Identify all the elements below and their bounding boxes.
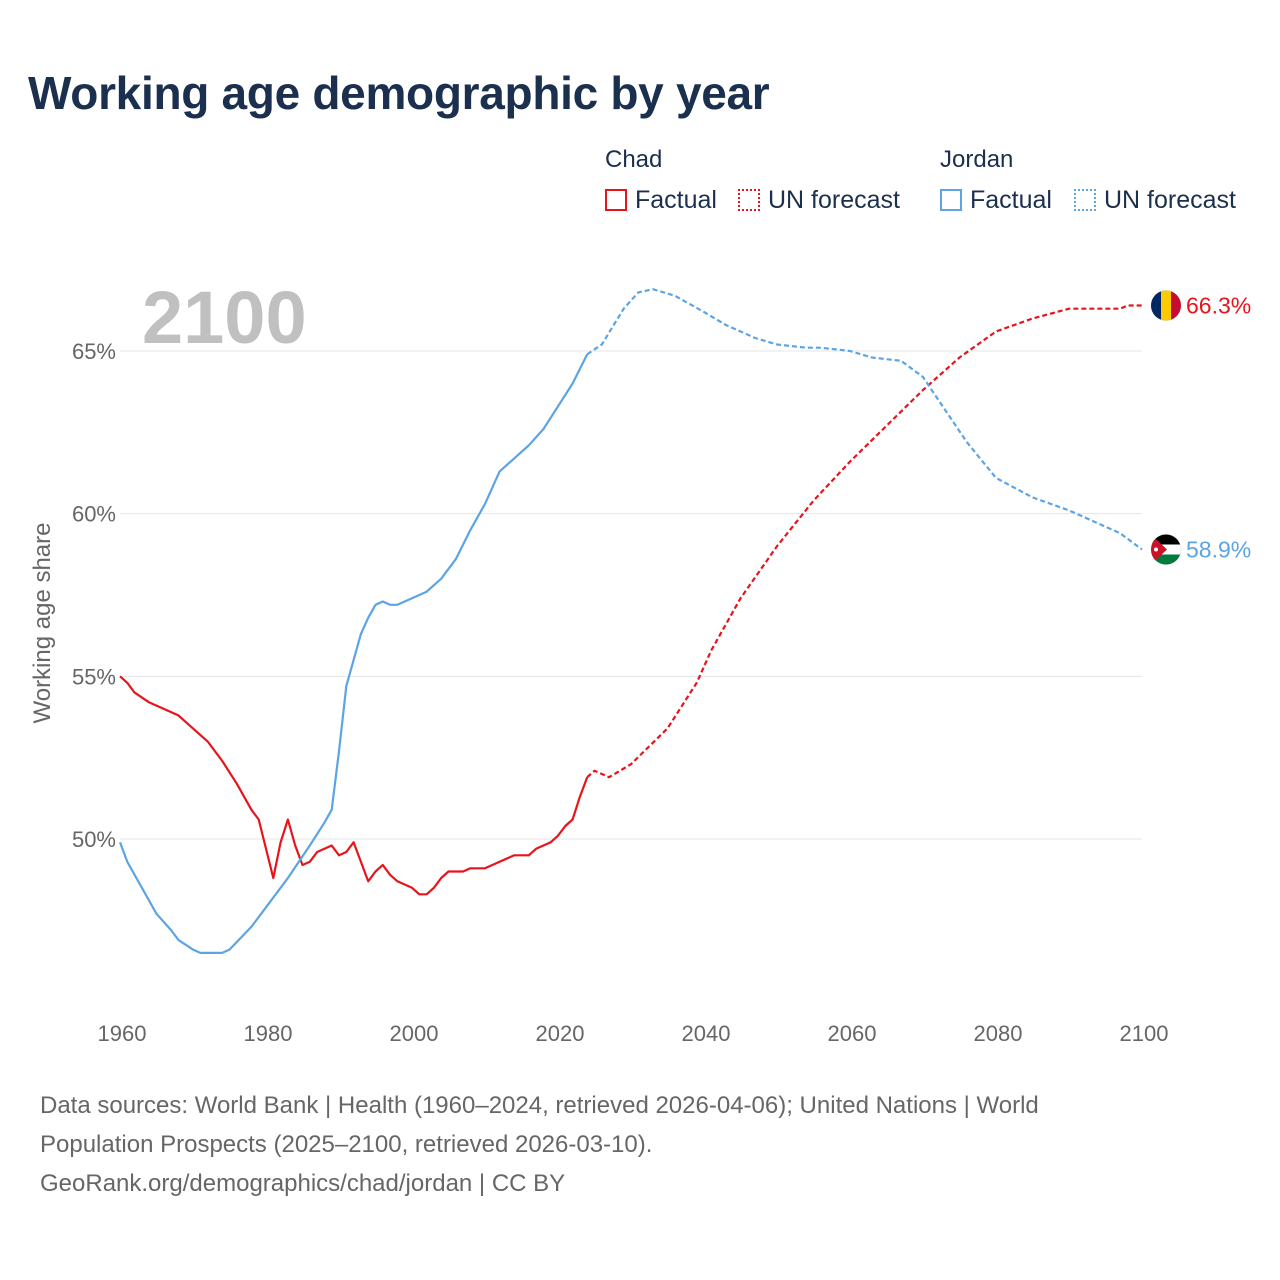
jordan-forecast-line xyxy=(586,288,1143,551)
legend-jordan-forecast-label: UN forecast xyxy=(1104,185,1236,214)
legend-group-chad: Chad xyxy=(605,146,663,173)
y-tick-label: 60% xyxy=(72,502,116,527)
legend-chad-forecast[interactable]: UN forecast xyxy=(738,186,900,214)
chad-forecast-line xyxy=(586,304,1142,779)
footer-line-3[interactable]: GeoRank.org/demographics/chad/jordan | C… xyxy=(40,1170,566,1197)
chad-end-value-label: 66.3% xyxy=(1186,292,1251,318)
x-tick-label: 1980 xyxy=(244,1021,293,1046)
legend-chad-factual-swatch xyxy=(605,189,627,211)
y-tick-label: 65% xyxy=(72,339,116,364)
x-tick-label: 2000 xyxy=(390,1021,439,1046)
y-tick-label: 50% xyxy=(72,827,116,852)
chad-factual-line xyxy=(119,675,589,896)
jordan-flag-icon xyxy=(1150,534,1182,565)
legend-chad-factual-label: Factual xyxy=(635,185,717,214)
legend-jordan-factual-label: Factual xyxy=(970,185,1052,214)
footer-line-1: Data sources: World Bank | Health (1960–… xyxy=(40,1092,1039,1119)
legend-chad-forecast-swatch xyxy=(738,189,760,211)
x-tick-label: 2020 xyxy=(536,1021,585,1046)
year-watermark: 2100 xyxy=(142,276,307,359)
legend-chad-forecast-label: UN forecast xyxy=(768,185,900,214)
jordan-end-value-label: 58.9% xyxy=(1186,536,1251,562)
x-tick-label: 2080 xyxy=(974,1021,1023,1046)
legend-jordan-factual-swatch xyxy=(940,189,962,211)
y-axis-ticks: 50% 55% 60% 65% xyxy=(72,339,116,852)
legend-chad-factual[interactable]: Factual xyxy=(605,186,717,214)
x-tick-label: 2100 xyxy=(1120,1021,1169,1046)
legend-jordan-forecast-swatch xyxy=(1074,189,1096,211)
y-axis-label: Working age share xyxy=(29,523,56,724)
y-tick-label: 55% xyxy=(72,664,116,689)
footer-line-2: Population Prospects (2025–2100, retriev… xyxy=(40,1131,653,1158)
series-end-markers: 66.3% 58.9% xyxy=(1150,290,1251,565)
x-axis-ticks: 1960 1980 2000 2020 2040 2060 2080 2100 xyxy=(98,1021,1169,1046)
footer-sources: Data sources: World Bank | Health (1960–… xyxy=(40,1086,1220,1203)
chart-title: Working age demographic by year xyxy=(28,67,770,119)
x-tick-label: 2060 xyxy=(828,1021,877,1046)
gridlines xyxy=(120,350,1142,840)
chad-flag-icon xyxy=(1150,290,1182,321)
series-lines xyxy=(118,288,1143,954)
x-tick-label: 1960 xyxy=(98,1021,147,1046)
x-tick-label: 2040 xyxy=(682,1021,731,1046)
line-chart: 2100 50% 55% 60% 65% 1960 1980 2000 2020 2040 20… xyxy=(29,276,1251,1046)
legend-jordan-factual[interactable]: Factual xyxy=(940,186,1052,214)
legend-jordan-forecast[interactable]: UN forecast xyxy=(1074,186,1236,214)
jordan-factual-line xyxy=(118,353,589,954)
legend-group-jordan: Jordan xyxy=(940,146,1014,173)
